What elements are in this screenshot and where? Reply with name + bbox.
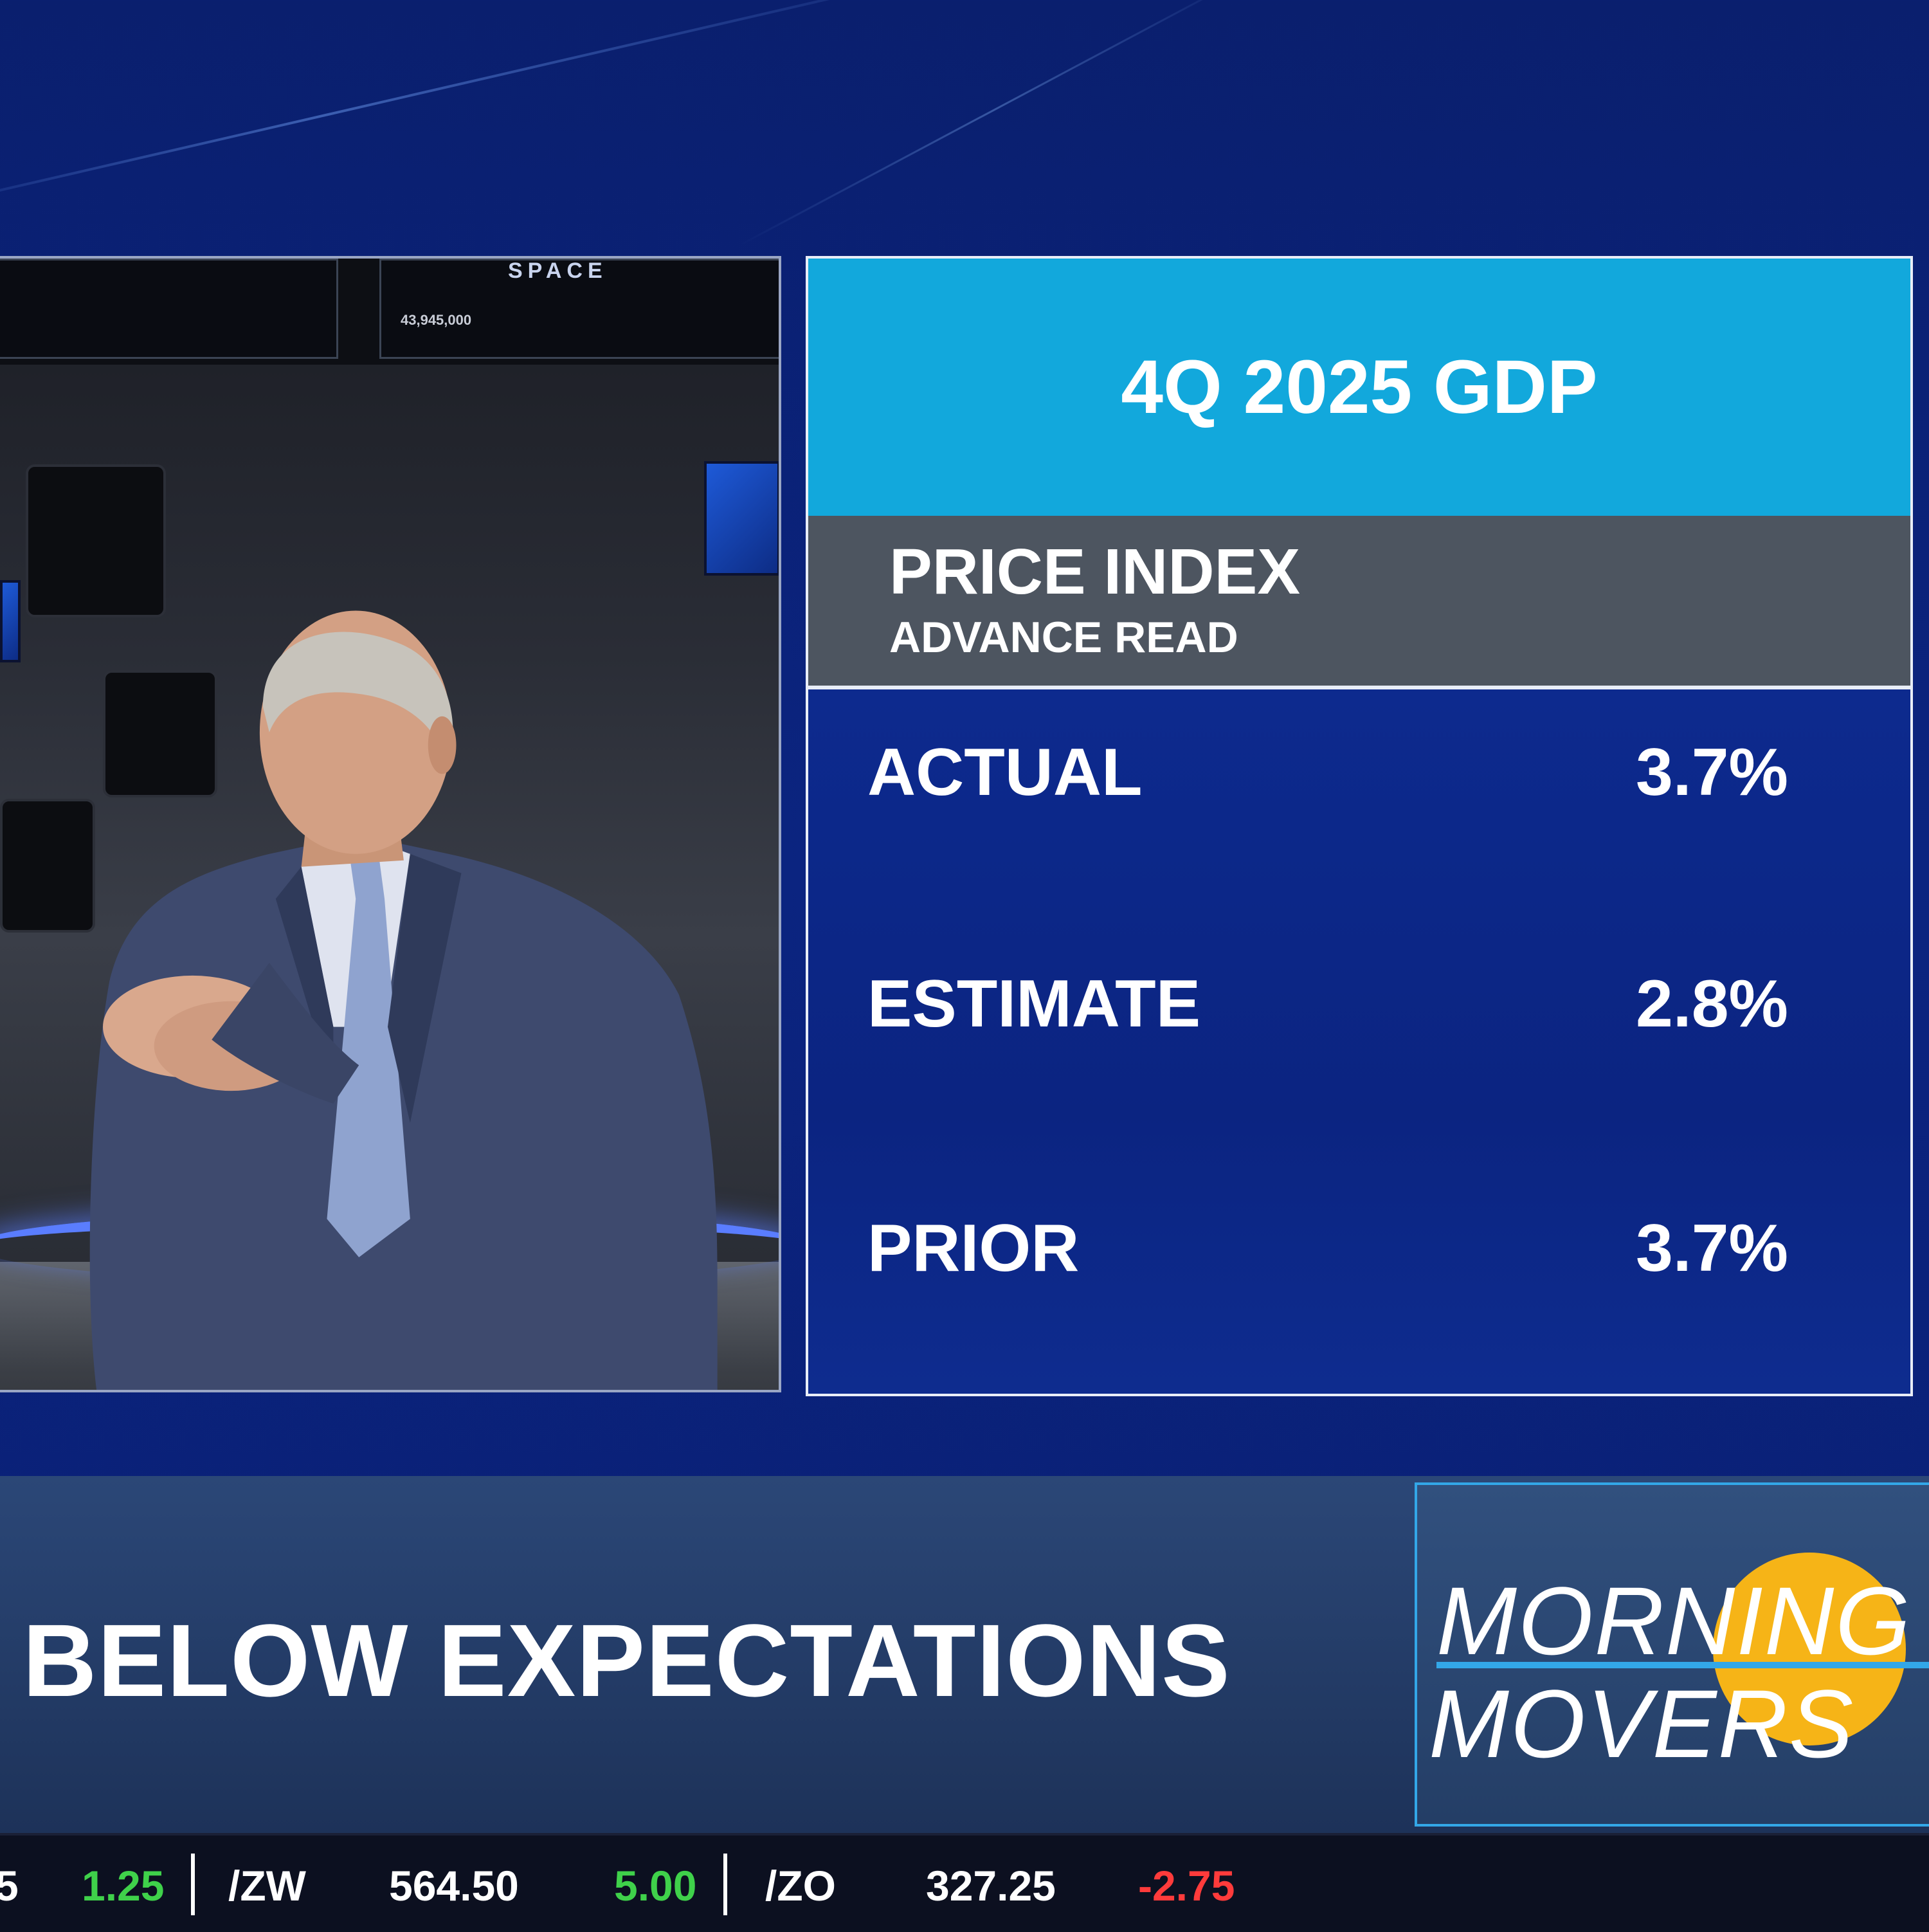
ticker-price: 327.25 [926, 1862, 1056, 1909]
studio-monitors: 43,945,000 SPACE [0, 259, 779, 369]
ticker-symbol: /ZW [228, 1862, 306, 1909]
gdp-data-card: 4Q 2025 GDP PRICE INDEX ADVANCE READ ACT… [806, 256, 1913, 1396]
data-row-actual: ACTUAL 3.7% [808, 734, 1910, 837]
row-value: 3.7% [1635, 735, 1788, 810]
row-label: ESTIMATE [867, 967, 1201, 1041]
background-streaks [0, 0, 1929, 270]
ticker-price: 564.50 [389, 1862, 519, 1909]
background-light-streak [0, 0, 1000, 221]
card-header: 4Q 2025 GDP [808, 259, 1910, 516]
card-title: 4Q 2025 GDP [1121, 345, 1598, 430]
studio-camera [26, 464, 166, 617]
monitor-number: 43,945,000 [401, 312, 472, 328]
studio-screen [704, 461, 779, 576]
studio-monitor [0, 259, 338, 359]
ticker-separator [723, 1854, 727, 1915]
show-logo: MORNING MOVERS [1415, 1482, 1929, 1827]
background-light-streak [739, 0, 1251, 246]
card-subsubtitle: ADVANCE READ [889, 613, 1238, 662]
show-title-line1: MORNING [1436, 1567, 1912, 1675]
ticker-value: 5 [0, 1862, 19, 1909]
market-ticker: 5 1.25 /ZW 564.50 5.00 /ZO 327.25 -2.75 [0, 1833, 1929, 1932]
row-value: 3.7% [1635, 1211, 1788, 1286]
ticker-separator [191, 1854, 195, 1915]
ticker-change: -2.75 [1138, 1862, 1235, 1909]
logo-divider-line [1436, 1662, 1929, 1668]
monitor-logo-text: SPACE [508, 259, 608, 283]
video-feed-panel: 43,945,000 SPACE [0, 256, 781, 1392]
studio-camera [0, 799, 95, 933]
card-body: ACTUAL 3.7% ESTIMATE 2.8% PRIOR 3.7% [808, 689, 1910, 1394]
data-row-prior: PRIOR 3.7% [808, 1210, 1910, 1313]
studio-camera [103, 670, 217, 797]
sun-icon [1713, 1553, 1906, 1745]
ticker-change: 5.00 [614, 1862, 697, 1909]
lower-third-banner: BELOW EXPECTATIONS MORNING MOVERS [0, 1476, 1929, 1833]
ticker-change: 1.25 [82, 1862, 165, 1909]
row-label: PRIOR [867, 1211, 1080, 1286]
row-label: ACTUAL [867, 735, 1143, 810]
ticker-symbol: /ZO [765, 1862, 836, 1909]
show-title-line2: MOVERS [1429, 1670, 1855, 1778]
card-subheader: PRICE INDEX ADVANCE READ [808, 516, 1910, 689]
guest-person-image [89, 610, 718, 1390]
headline-text: BELOW EXPECTATIONS [23, 1603, 1231, 1718]
studio-monitor: 43,945,000 [379, 259, 779, 359]
row-value: 2.8% [1635, 967, 1788, 1041]
data-row-estimate: ESTIMATE 2.8% [808, 966, 1910, 1069]
card-subtitle: PRICE INDEX [889, 536, 1301, 608]
studio-screen [0, 580, 21, 662]
